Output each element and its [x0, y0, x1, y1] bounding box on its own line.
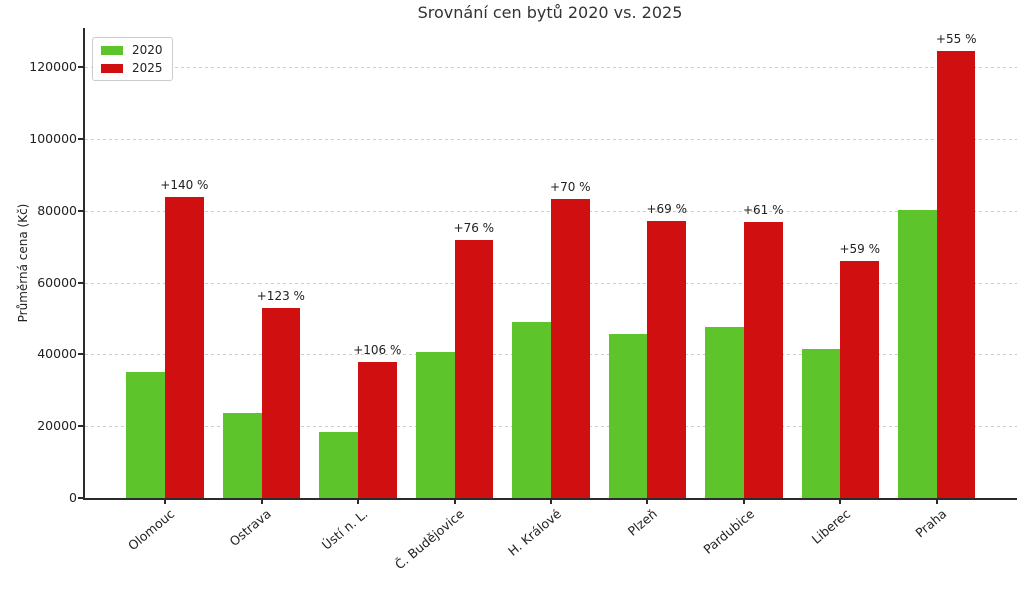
legend-label-2025: 2025	[132, 61, 163, 75]
x-tick-label-text: Č. Budějovice	[392, 506, 468, 573]
x-tick-mark	[742, 498, 745, 504]
x-tick-mark	[646, 498, 649, 504]
legend: 2020 2025	[92, 37, 173, 81]
y-tick-label: 80000	[37, 202, 77, 218]
gridline	[85, 139, 1017, 141]
legend-swatch-2020	[101, 45, 123, 55]
y-tick-label: 20000	[37, 418, 77, 434]
y-tick-label: 40000	[37, 346, 77, 362]
x-tick-label-text: Ostrava	[226, 506, 275, 550]
x-tick-label-text: Liberec	[808, 506, 854, 547]
bar-2020	[319, 431, 359, 498]
x-tick-mark	[260, 498, 263, 504]
y-axis-label: Průměrná cena (Kč)	[16, 203, 30, 323]
bar-2025	[454, 240, 494, 498]
pct-label: +140 %	[160, 177, 209, 192]
legend-label-2020: 2020	[132, 43, 163, 57]
bar-2025	[743, 222, 783, 498]
bar-2025	[551, 199, 590, 498]
x-tick-label-text: H. Králové	[504, 506, 564, 559]
bar-2020	[415, 351, 455, 498]
y-tick-mark	[78, 138, 83, 141]
bar-2025	[358, 362, 397, 498]
bar-2025	[647, 221, 687, 498]
x-tick-mark	[164, 498, 167, 504]
x-tick-label-text: Ústí n. L.	[319, 506, 371, 553]
bar-2020	[126, 372, 166, 498]
pct-label: +106 %	[353, 343, 402, 358]
y-tick-mark	[78, 281, 83, 284]
x-tick-label-text: Pardubice	[699, 506, 757, 557]
pct-label: +70 %	[550, 180, 591, 195]
bar-2020	[801, 349, 841, 498]
pct-label: +55 %	[935, 32, 977, 47]
y-tick-label: 60000	[37, 274, 77, 290]
bar-2025	[936, 51, 976, 498]
x-tick-mark	[935, 498, 938, 504]
x-tick-mark	[839, 498, 842, 504]
x-tick-label-text: Olomouc	[125, 506, 178, 554]
bar-2020	[608, 334, 648, 498]
bar-2025	[840, 261, 880, 498]
bar-2020	[512, 322, 551, 498]
pct-label: +61 %	[742, 203, 784, 218]
y-tick-label: 120000	[29, 59, 77, 75]
y-tick-mark	[78, 425, 83, 428]
legend-item-2020: 2020	[101, 43, 163, 57]
bar-2020	[705, 326, 744, 498]
bar-2020	[222, 412, 262, 498]
bar-2025	[165, 196, 204, 498]
x-tick-label-text: Praha	[912, 506, 950, 541]
y-tick-mark	[78, 209, 83, 212]
pct-label: +59 %	[839, 242, 881, 257]
bar-2025	[261, 308, 301, 498]
x-tick-mark	[453, 498, 456, 504]
y-tick-mark	[78, 353, 83, 356]
gridline	[85, 67, 1017, 69]
pct-label: +123 %	[256, 289, 305, 304]
y-tick-label: 100000	[29, 131, 77, 147]
pct-label: +76 %	[453, 221, 495, 236]
x-tick-label-text: Plzeň	[625, 506, 661, 539]
legend-swatch-2025	[101, 63, 123, 73]
chart-title: Srovnání cen bytů 2020 vs. 2025	[417, 3, 683, 22]
x-tick-mark	[550, 498, 552, 504]
y-tick-mark	[78, 497, 83, 499]
pct-label: +69 %	[646, 202, 688, 217]
plot-area: 2020 2025 0 20000 40000 60000 80000 100000 120…	[29, 28, 1017, 572]
y-tick-label: 0	[69, 490, 77, 505]
legend-item-2025: 2025	[101, 61, 163, 75]
bar-2020	[898, 209, 937, 498]
y-tick-mark	[78, 66, 83, 69]
x-tick-mark	[357, 498, 360, 504]
